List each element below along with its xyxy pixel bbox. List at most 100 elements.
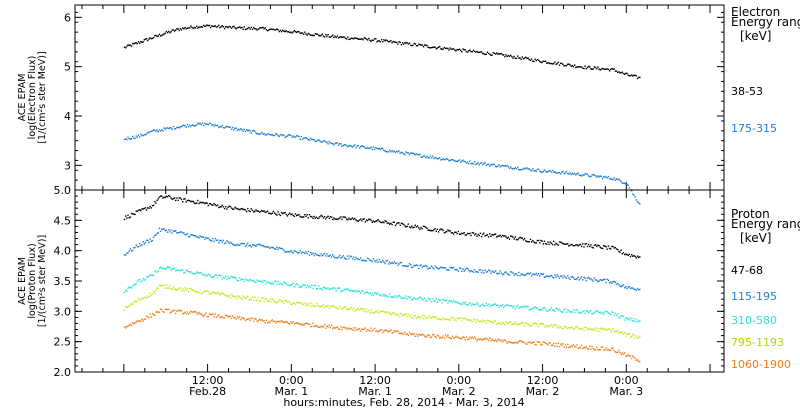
data-point <box>271 298 273 300</box>
data-point <box>240 318 242 321</box>
data-point <box>476 50 478 53</box>
data-point <box>328 324 330 326</box>
data-point <box>399 262 401 264</box>
data-point <box>128 217 130 219</box>
data-point <box>265 211 268 213</box>
data-point <box>469 232 471 235</box>
data-point <box>144 296 147 299</box>
data-point <box>293 323 296 325</box>
data-point <box>628 355 630 357</box>
data-point <box>493 52 496 54</box>
data-point <box>296 31 298 33</box>
data-point <box>551 243 554 246</box>
data-point <box>462 159 464 161</box>
data-point <box>498 272 500 274</box>
data-point <box>624 352 626 354</box>
data-point <box>494 339 497 341</box>
data-point <box>303 251 305 254</box>
data-point <box>584 172 586 175</box>
data-point <box>222 26 225 28</box>
data-point <box>618 178 620 180</box>
data-point <box>257 243 259 246</box>
data-point <box>248 129 250 131</box>
data-point <box>200 26 202 28</box>
data-point <box>134 246 136 249</box>
data-point <box>315 33 318 35</box>
data-point <box>482 233 484 236</box>
data-point <box>180 290 183 292</box>
data-point <box>164 196 166 199</box>
data-point <box>303 303 305 305</box>
data-point <box>528 241 530 243</box>
data-point <box>522 57 525 60</box>
data-point <box>443 232 446 234</box>
data-point <box>316 288 319 290</box>
x-tick-date-label: Feb.28 <box>189 385 226 398</box>
data-point <box>240 27 242 29</box>
data-point <box>639 203 641 205</box>
data-point <box>619 331 621 333</box>
data-point <box>386 330 389 332</box>
data-point <box>233 244 235 247</box>
y-tick-label: 4.0 <box>54 245 72 258</box>
data-point <box>151 293 154 295</box>
data-point <box>372 258 375 260</box>
data-point <box>473 234 476 236</box>
data-point <box>306 34 308 36</box>
data-point <box>264 134 266 136</box>
data-point <box>266 30 269 32</box>
data-point <box>151 274 154 276</box>
data-point <box>617 178 619 181</box>
data-point <box>272 299 275 301</box>
data-point <box>406 41 408 44</box>
data-point <box>503 339 505 342</box>
data-point <box>240 208 242 210</box>
data-point <box>141 134 143 137</box>
data-point <box>451 232 454 234</box>
data-point <box>462 232 464 235</box>
data-point <box>290 249 292 252</box>
data-point <box>443 299 446 302</box>
data-point <box>568 63 570 65</box>
data-point <box>308 323 311 325</box>
data-point <box>639 76 641 78</box>
data-point <box>624 73 626 75</box>
data-point <box>398 150 400 152</box>
data-point <box>378 294 380 296</box>
data-point <box>537 59 540 61</box>
data-point <box>130 138 133 140</box>
data-point <box>349 38 351 40</box>
data-point <box>216 239 219 241</box>
legend-entry: 175-315 <box>731 122 777 135</box>
data-point <box>154 200 156 203</box>
data-point <box>583 330 585 332</box>
data-point <box>614 179 617 181</box>
data-point <box>576 309 578 311</box>
data-point <box>334 287 336 290</box>
data-point <box>207 24 209 27</box>
data-point <box>240 297 242 299</box>
data-point <box>127 325 129 327</box>
data-point <box>180 198 183 201</box>
data-point <box>561 344 563 347</box>
data-point <box>151 312 154 315</box>
data-point <box>387 331 390 333</box>
data-point <box>510 271 512 273</box>
data-point <box>133 284 135 286</box>
data-point <box>306 214 308 216</box>
data-point <box>482 270 484 272</box>
data-point <box>434 300 436 302</box>
data-point <box>637 336 640 339</box>
data-point <box>392 296 394 298</box>
data-point <box>190 288 192 290</box>
data-point <box>353 256 355 258</box>
data-point <box>478 305 480 307</box>
data-point <box>547 275 549 278</box>
data-point <box>439 337 441 339</box>
data-point <box>518 57 520 59</box>
data-point <box>369 259 371 261</box>
data-point <box>563 346 565 348</box>
data-point <box>398 222 400 224</box>
data-point <box>263 27 265 30</box>
data-point <box>275 301 277 304</box>
